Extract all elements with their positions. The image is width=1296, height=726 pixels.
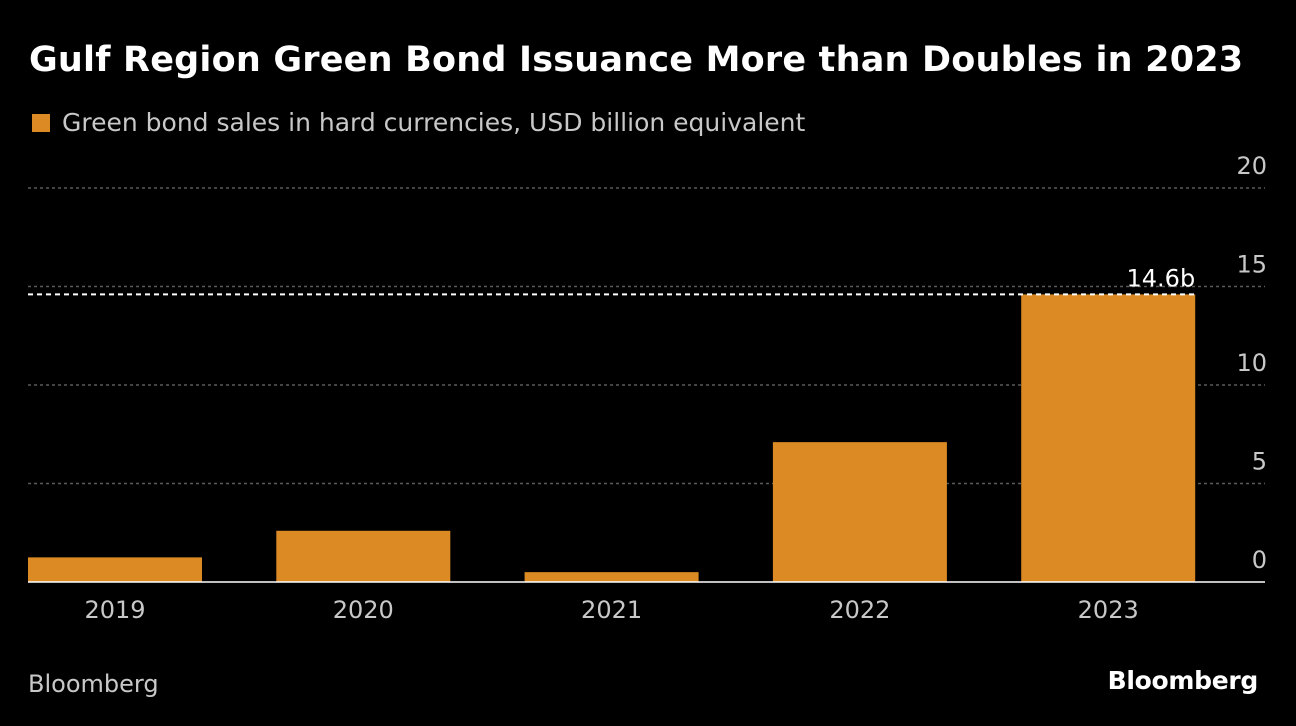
y-tick-label: 20 (1236, 152, 1267, 180)
y-tick-label: 0 (1252, 546, 1267, 574)
bar (276, 530, 451, 582)
x-tick-label: 2023 (1078, 596, 1139, 624)
annotation-label: 14.6b (1127, 264, 1196, 292)
bar (28, 557, 202, 582)
y-tick-label: 10 (1236, 349, 1267, 377)
y-tick-label: 15 (1236, 251, 1267, 279)
x-tick-label: 2021 (581, 596, 642, 624)
bar (524, 572, 699, 582)
y-tick-label: 5 (1252, 448, 1267, 476)
source-note: Bloomberg (28, 670, 159, 698)
chart-title: Gulf Region Green Bond Issuance More tha… (29, 40, 1244, 80)
x-tick-label: 2020 (333, 596, 394, 624)
legend: Green bond sales in hard currencies, USD… (32, 108, 805, 137)
legend-swatch (32, 113, 50, 132)
x-tick-label: 2022 (829, 596, 890, 624)
bar (772, 442, 947, 582)
legend-label: Green bond sales in hard currencies, USD… (62, 108, 806, 137)
bloomberg-logo: Bloomberg (1107, 666, 1259, 695)
bar (1021, 294, 1196, 582)
x-tick-label: 2019 (84, 596, 145, 624)
